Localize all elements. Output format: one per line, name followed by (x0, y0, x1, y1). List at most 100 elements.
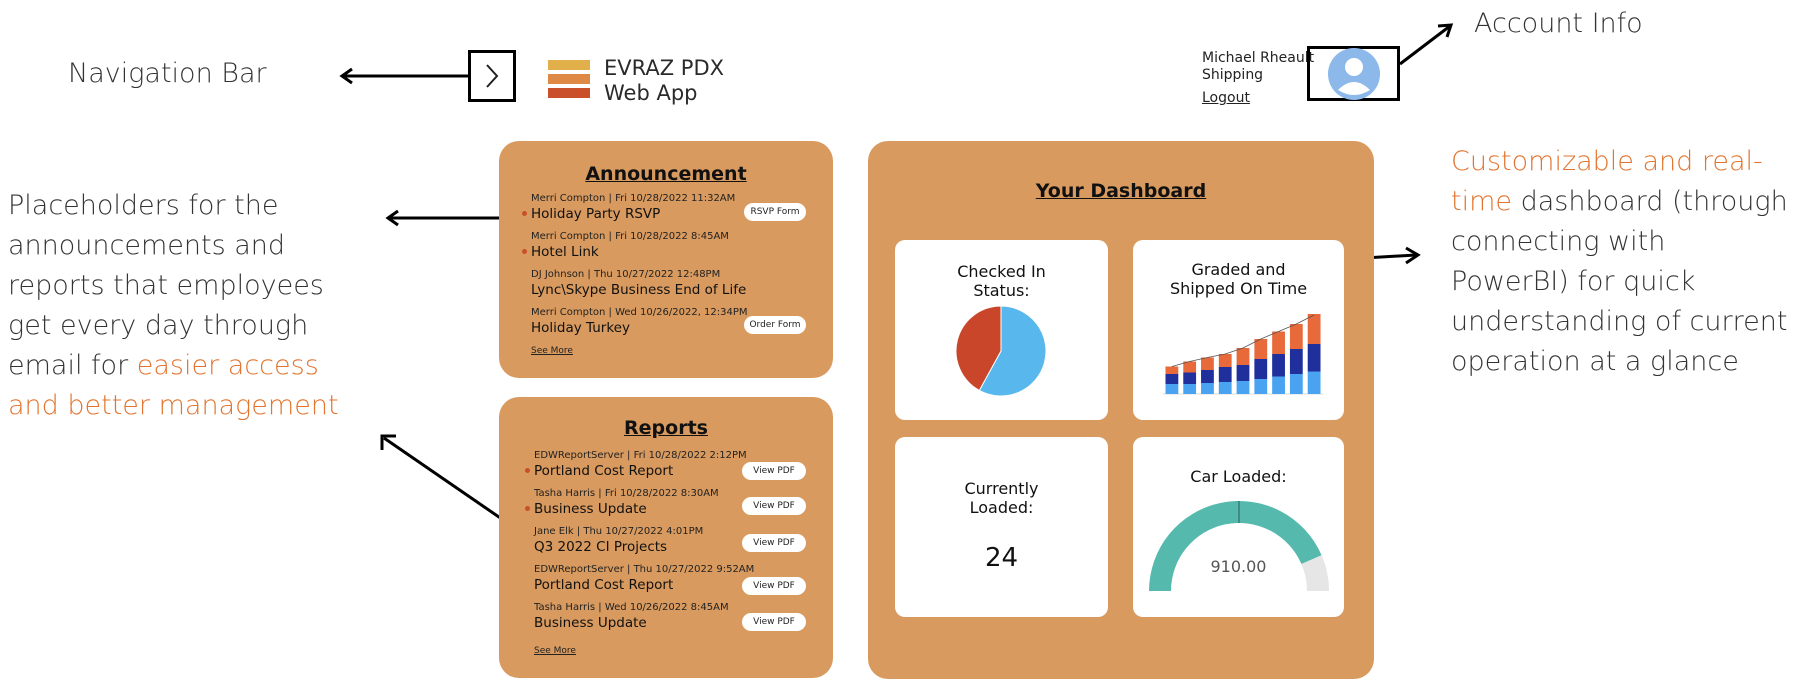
report-name: Q3 2022 CI Projects (534, 539, 668, 555)
bar-segment (1236, 348, 1250, 365)
announcement-title: Announcement (585, 163, 747, 185)
dashboard-panel: Your Dashboard Checked In Status: Graded… (868, 141, 1374, 679)
bar-segment (1201, 383, 1214, 394)
bar-segment (1307, 314, 1321, 344)
report-item[interactable]: EDWReportServer | Thu 10/27/2022 9:52AM … (534, 564, 754, 593)
loaded-card[interactable]: Currently Loaded: 24 (895, 437, 1108, 617)
announcement-meta: DJ Johnson | Thu 10/27/2022 12:48PM (531, 269, 721, 280)
report-meta: EDWReportServer | Fri 10/28/2022 2:12PM (534, 450, 747, 461)
bar-segment (1307, 344, 1321, 372)
bar-segment (1165, 366, 1179, 374)
report-name: Business Update (534, 501, 647, 517)
logo-bar-2 (548, 74, 590, 84)
graded-bar-chart (1163, 314, 1323, 395)
graded-card[interactable]: Graded and Shipped On Time (1133, 240, 1344, 420)
bar-segment (1218, 367, 1232, 382)
annotation-placeholders: Placeholders for the announcements and r… (8, 186, 358, 426)
announcement-name: Holiday Turkey (531, 320, 630, 336)
unread-dot (522, 249, 527, 254)
announcement-meta: Merri Compton | Fri 10/28/2022 11:32AM (531, 193, 736, 204)
view-pdf-button[interactable]: View PDF (742, 613, 806, 631)
loaded-title: Currently Loaded: (964, 479, 1039, 517)
account-name: Michael Rheault (1202, 50, 1315, 66)
bar-segment (1165, 384, 1179, 394)
unread-dot (525, 506, 530, 511)
announcement-name: Lync\Skype Business End of Life (531, 282, 747, 298)
logo-bar-3 (548, 88, 590, 98)
arrow-announcements (385, 209, 514, 227)
report-name: Portland Cost Report (534, 463, 674, 479)
announcement-item[interactable]: Merri Compton | Fri 10/28/2022 11:32AM H… (522, 193, 736, 222)
view-pdf-button[interactable]: View PDF (742, 462, 806, 480)
bar-segment (1254, 339, 1268, 359)
avatar-frame[interactable] (1307, 46, 1400, 101)
app-title-line2: Web App (604, 81, 698, 105)
annotation-placeholders-text: Placeholders for the announcements and r… (8, 190, 324, 381)
annotation-account-info: Account Info (1474, 8, 1643, 39)
annotation-dashboard: Customizable and real-time dashboard (th… (1451, 142, 1791, 382)
gauge-fill (1149, 501, 1322, 591)
view-pdf-button[interactable]: View PDF (742, 577, 806, 595)
unread-dot (522, 211, 527, 216)
announcement-item[interactable]: Merri Compton | Wed 10/26/2022, 12:34PM … (531, 307, 748, 336)
arrow-reports (380, 434, 513, 528)
dashboard-title: Your Dashboard (1035, 180, 1207, 202)
bar-segment (1183, 372, 1197, 384)
account-info: Michael Rheault Shipping Logout (1202, 50, 1314, 107)
announcement-name: Holiday Party RSVP (531, 206, 661, 222)
pie-slice (955, 305, 1002, 392)
account-role: Shipping (1202, 67, 1264, 83)
bar-segment (1272, 331, 1285, 354)
graded-title: Graded and Shipped On Time (1169, 260, 1308, 298)
report-item[interactable]: Tasha Harris | Wed 10/26/2022 8:45AM Bus… (534, 602, 729, 631)
report-item[interactable]: Tasha Harris | Fri 10/28/2022 8:30AM Bus… (525, 488, 719, 517)
checked-in-pie-chart (955, 305, 1047, 397)
report-name: Portland Cost Report (534, 577, 674, 593)
pie-slice (978, 305, 1047, 397)
bar-segment (1254, 379, 1268, 394)
annotation-dashboard-accent: Customizable and real-time (1451, 146, 1763, 217)
gauge-track (1301, 555, 1329, 591)
bar-segment (1289, 374, 1303, 394)
chevron-right-icon (486, 64, 499, 88)
report-meta: EDWReportServer | Thu 10/27/2022 9:52AM (534, 564, 755, 575)
view-pdf-button[interactable]: View PDF (742, 497, 806, 515)
bar-segment (1165, 374, 1179, 384)
announcement-item[interactable]: DJ Johnson | Thu 10/27/2022 12:48PM Lync… (531, 269, 746, 298)
reports-see-more-link[interactable]: See More (534, 646, 576, 656)
checked-in-title: Checked In Status: (957, 262, 1046, 300)
bar-segment (1272, 376, 1285, 394)
rsvp-form-button[interactable]: RSVP Form (744, 203, 806, 221)
bar-segment (1236, 365, 1250, 381)
bar-segment (1236, 381, 1250, 394)
announcement-meta: Merri Compton | Fri 10/28/2022 8:45AM (531, 231, 729, 242)
report-item[interactable]: Jane Elk | Thu 10/27/2022 4:01PM Q3 2022… (534, 526, 703, 555)
logout-link[interactable]: Logout (1202, 90, 1250, 106)
bar-segment (1201, 370, 1214, 383)
annotation-placeholders-accent: easier access and better management (8, 350, 339, 421)
report-item[interactable]: EDWReportServer | Fri 10/28/2022 2:12PM … (525, 450, 747, 479)
arrow-nav-bar (339, 67, 468, 85)
arrow-account-info (1399, 23, 1454, 66)
car-loaded-gauge (1149, 501, 1329, 591)
trend-line (1171, 314, 1315, 367)
car-loaded-card[interactable]: Car Loaded: 910.00 (1133, 437, 1344, 617)
view-pdf-button[interactable]: View PDF (742, 534, 806, 552)
report-meta: Jane Elk | Thu 10/27/2022 4:01PM (534, 526, 704, 537)
nav-menu-toggle[interactable] (468, 50, 516, 102)
bar-segment (1183, 361, 1197, 373)
unread-dot (525, 468, 530, 473)
report-meta: Tasha Harris | Wed 10/26/2022 8:45AM (534, 602, 729, 613)
car-loaded-title: Car Loaded: (1190, 467, 1287, 486)
announcement-name: Hotel Link (531, 244, 599, 260)
order-form-button[interactable]: Order Form (744, 316, 806, 334)
checked-in-card[interactable]: Checked In Status: (895, 240, 1108, 420)
announcement-item[interactable]: Merri Compton | Fri 10/28/2022 8:45AM Ho… (522, 231, 729, 260)
car-loaded-value: 910.00 (1210, 557, 1267, 576)
bar-segment (1307, 371, 1321, 394)
bar-segment (1218, 382, 1232, 394)
loaded-value: 24 (984, 543, 1019, 573)
announcement-see-more-link[interactable]: See More (531, 346, 573, 356)
announcement-panel: Announcement Merri Compton | Fri 10/28/2… (499, 141, 833, 378)
bar-segment (1183, 384, 1197, 394)
